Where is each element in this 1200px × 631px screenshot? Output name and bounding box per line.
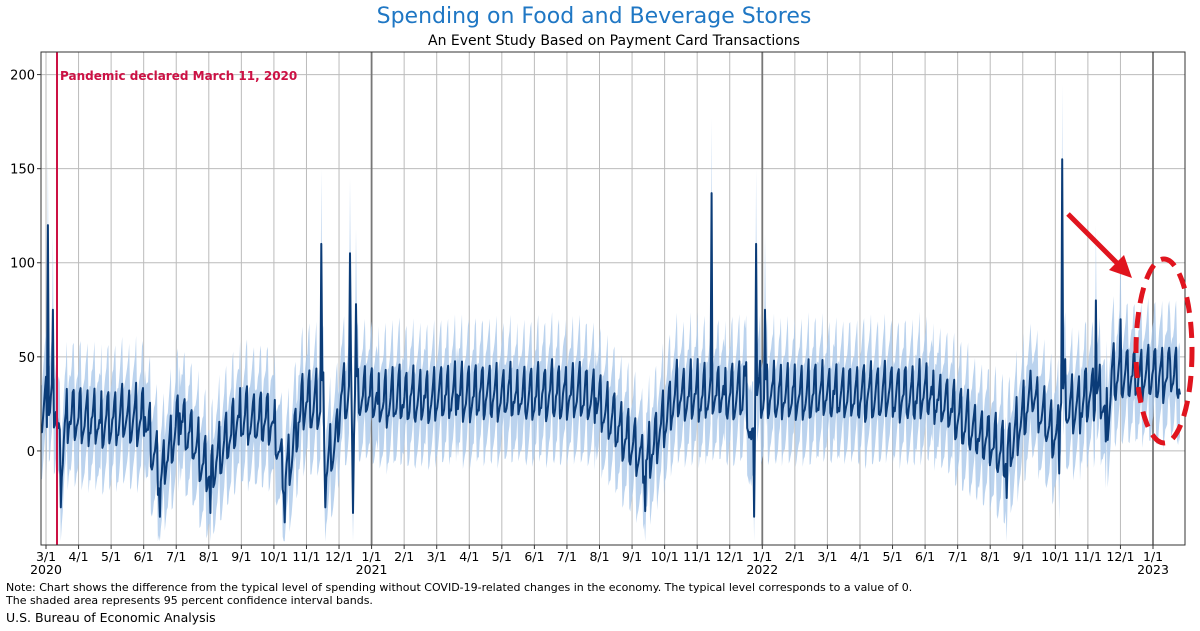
y-axis: 0 50 100 150 200 bbox=[10, 69, 41, 460]
x-tick-label: 11/1 bbox=[1074, 549, 1102, 564]
x-tick-label: 1/1 bbox=[362, 549, 382, 564]
y-tick-label: 200 bbox=[10, 69, 35, 84]
x-tick-label: 3/1 bbox=[427, 549, 447, 564]
x-tick-label: 5/1 bbox=[492, 549, 512, 564]
x-tick-label: 4/1 bbox=[459, 549, 479, 564]
x-year-label: 2022 bbox=[746, 562, 778, 577]
x-tick-label: 1/1 bbox=[1143, 549, 1163, 564]
chart-note-line-1: Note: Chart shows the difference from th… bbox=[6, 581, 913, 594]
x-tick-label: 7/1 bbox=[166, 549, 186, 564]
x-tick-label: 2/1 bbox=[785, 549, 805, 564]
x-tick-label: 12/1 bbox=[1106, 549, 1134, 564]
x-axis: 3/1 4/1 5/1 6/1 7/1 8/1 9/1 10/1 11/1 12/1 1/1 2/1 3… bbox=[30, 545, 1169, 577]
chart-note-line-2: The shaded area represents 95 percent co… bbox=[6, 594, 373, 607]
y-tick-label: 100 bbox=[10, 257, 35, 272]
x-tick-label: 7/1 bbox=[557, 549, 577, 564]
highlight-annotation bbox=[1066, 212, 1195, 446]
data-source: U.S. Bureau of Economic Analysis bbox=[6, 610, 216, 625]
x-tick-label: 4/1 bbox=[68, 549, 88, 564]
x-tick-label: 4/1 bbox=[850, 549, 870, 564]
x-tick-label: 10/1 bbox=[1041, 549, 1069, 564]
x-tick-label: 11/1 bbox=[292, 549, 320, 564]
x-tick-label: 8/1 bbox=[589, 549, 609, 564]
highlight-arrow-shaft bbox=[1066, 212, 1122, 268]
highlight-ellipse bbox=[1133, 256, 1195, 446]
x-tick-label: 9/1 bbox=[1013, 549, 1033, 564]
pandemic-event-label: Pandemic declared March 11, 2020 bbox=[60, 69, 297, 83]
x-tick-label: 6/1 bbox=[524, 549, 544, 564]
x-tick-label: 8/1 bbox=[980, 549, 1000, 564]
x-tick-label: 9/1 bbox=[622, 549, 642, 564]
x-tick-label: 6/1 bbox=[134, 549, 154, 564]
x-tick-label: 1/1 bbox=[752, 549, 772, 564]
y-tick-label: 0 bbox=[27, 445, 35, 460]
x-tick-label: 12/1 bbox=[716, 549, 744, 564]
data-series-line bbox=[40, 158, 1181, 524]
x-tick-label: 12/1 bbox=[325, 549, 353, 564]
x-tick-label: 10/1 bbox=[260, 549, 288, 564]
chart-subtitle: An Event Study Based on Payment Card Tra… bbox=[428, 33, 800, 49]
y-tick-label: 50 bbox=[18, 351, 35, 366]
chart-title: Spending on Food and Beverage Stores bbox=[376, 4, 812, 29]
x-tick-label: 5/1 bbox=[882, 549, 902, 564]
highlight-arrow-icon bbox=[1109, 255, 1132, 278]
x-year-label: 2023 bbox=[1137, 562, 1169, 577]
x-tick-label: 8/1 bbox=[199, 549, 219, 564]
x-tick-label: 5/1 bbox=[101, 549, 121, 564]
x-tick-label: 2/1 bbox=[394, 549, 414, 564]
x-year-label: 2021 bbox=[356, 562, 388, 577]
x-tick-label: 11/1 bbox=[683, 549, 711, 564]
x-tick-label: 3/1 bbox=[36, 549, 56, 564]
y-tick-label: 150 bbox=[10, 163, 35, 178]
x-year-label: 2020 bbox=[30, 562, 62, 577]
confidence-band-area bbox=[41, 84, 1180, 542]
x-tick-label: 6/1 bbox=[915, 549, 935, 564]
x-tick-label: 9/1 bbox=[231, 549, 251, 564]
x-tick-label: 7/1 bbox=[948, 549, 968, 564]
x-tick-label: 10/1 bbox=[651, 549, 679, 564]
x-tick-label: 3/1 bbox=[817, 549, 837, 564]
event-marker: Pandemic declared March 11, 2020 bbox=[56, 52, 297, 545]
